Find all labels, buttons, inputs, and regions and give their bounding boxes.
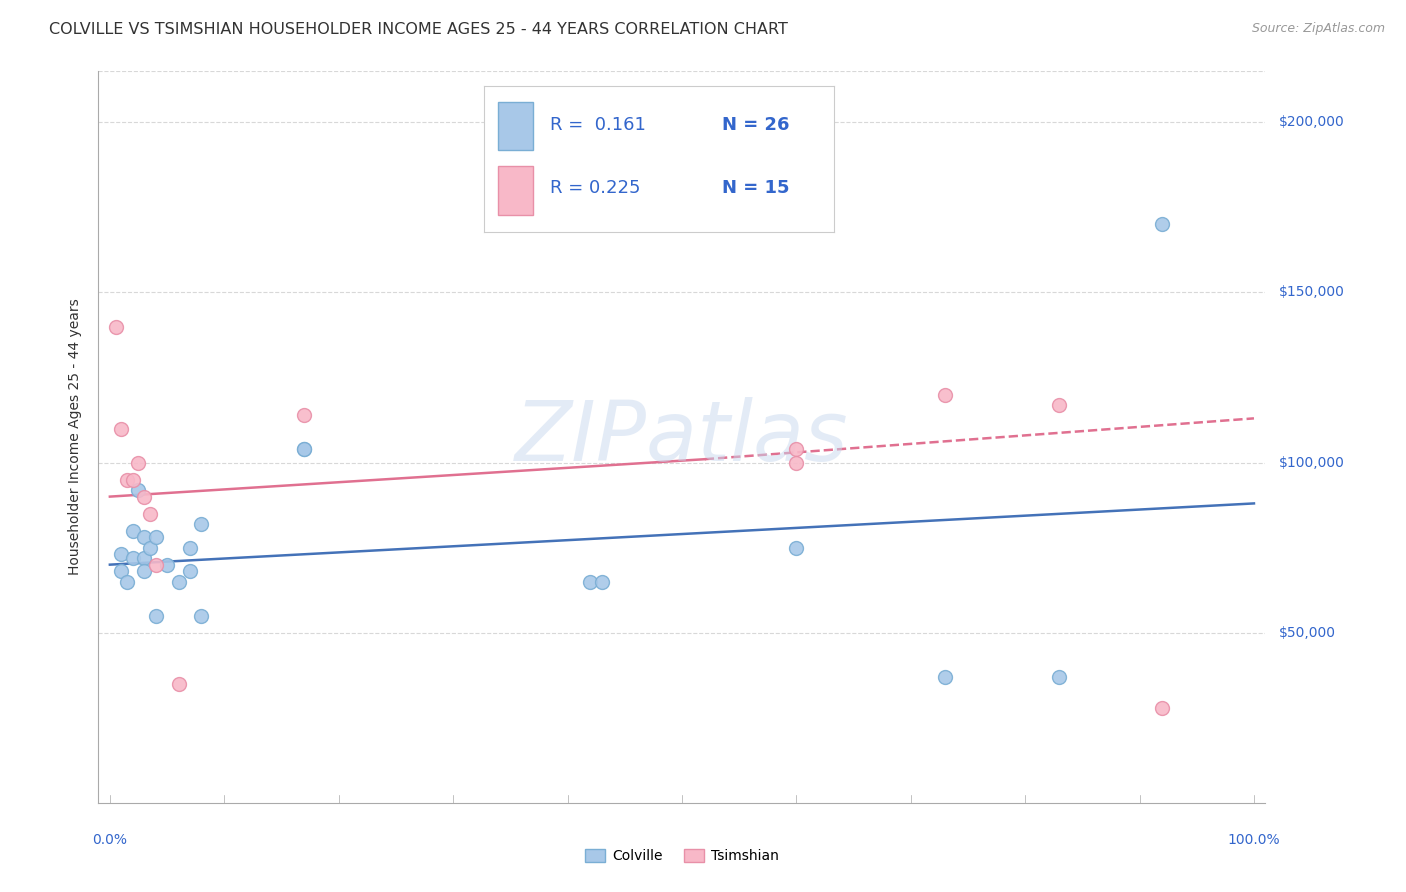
Text: $200,000: $200,000 bbox=[1279, 115, 1346, 129]
Point bbox=[127, 483, 149, 497]
Point bbox=[139, 507, 162, 521]
Point bbox=[121, 524, 143, 538]
Point bbox=[134, 531, 156, 545]
Point bbox=[1049, 670, 1071, 684]
Point bbox=[127, 456, 149, 470]
Point bbox=[179, 541, 201, 555]
Point bbox=[156, 558, 179, 572]
Text: ZIPatlas: ZIPatlas bbox=[515, 397, 849, 477]
Point bbox=[115, 574, 138, 589]
Point bbox=[785, 442, 807, 456]
Point bbox=[110, 421, 132, 435]
Point bbox=[179, 565, 201, 579]
Point bbox=[1152, 218, 1174, 232]
Text: $150,000: $150,000 bbox=[1279, 285, 1346, 300]
Point bbox=[139, 541, 162, 555]
Point bbox=[190, 608, 212, 623]
Point bbox=[934, 387, 956, 401]
Point bbox=[110, 548, 132, 562]
Point bbox=[785, 456, 807, 470]
Point bbox=[145, 608, 167, 623]
Point bbox=[591, 574, 613, 589]
Point bbox=[292, 442, 315, 456]
Text: COLVILLE VS TSIMSHIAN HOUSEHOLDER INCOME AGES 25 - 44 YEARS CORRELATION CHART: COLVILLE VS TSIMSHIAN HOUSEHOLDER INCOME… bbox=[49, 22, 789, 37]
Point bbox=[1152, 700, 1174, 714]
Point bbox=[934, 670, 956, 684]
Text: Source: ZipAtlas.com: Source: ZipAtlas.com bbox=[1251, 22, 1385, 36]
Point bbox=[134, 490, 156, 504]
Point bbox=[292, 442, 315, 456]
Legend: Colville, Tsimshian: Colville, Tsimshian bbox=[579, 844, 785, 869]
Y-axis label: Householder Income Ages 25 - 44 years: Householder Income Ages 25 - 44 years bbox=[69, 299, 83, 575]
Point bbox=[121, 473, 143, 487]
Point bbox=[167, 677, 190, 691]
Point bbox=[134, 550, 156, 565]
Point bbox=[110, 565, 132, 579]
Text: $50,000: $50,000 bbox=[1279, 625, 1336, 640]
Point bbox=[115, 473, 138, 487]
Point bbox=[1049, 398, 1071, 412]
Point bbox=[785, 541, 807, 555]
Point bbox=[104, 319, 127, 334]
Text: 100.0%: 100.0% bbox=[1227, 833, 1281, 847]
Point bbox=[190, 516, 212, 531]
Point bbox=[145, 531, 167, 545]
Point bbox=[134, 565, 156, 579]
Point bbox=[579, 574, 602, 589]
Point bbox=[145, 558, 167, 572]
Point bbox=[121, 550, 143, 565]
Text: $100,000: $100,000 bbox=[1279, 456, 1346, 469]
Point bbox=[292, 408, 315, 422]
Point bbox=[167, 574, 190, 589]
Text: 0.0%: 0.0% bbox=[93, 833, 128, 847]
